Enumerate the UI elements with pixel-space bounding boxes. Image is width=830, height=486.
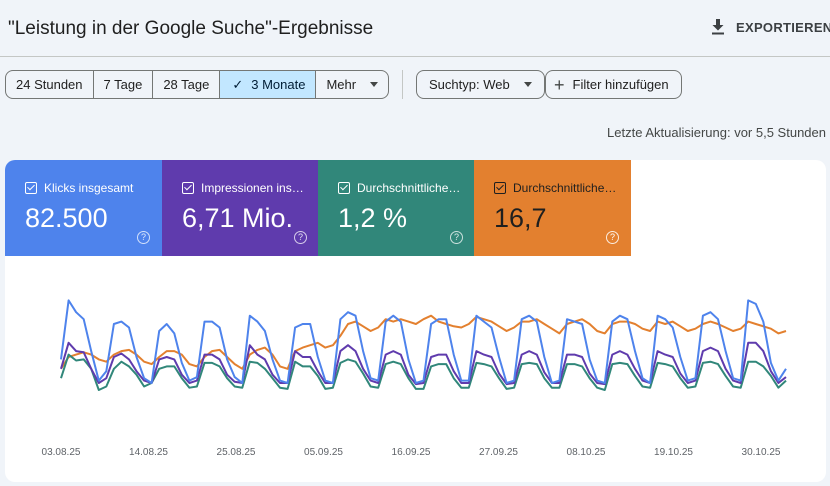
x-axis-tick-label: 27.09.25 bbox=[479, 447, 518, 458]
range-label: 28 Tage bbox=[163, 77, 210, 92]
add-filter-label: Filter hinzufügen bbox=[572, 77, 669, 92]
page-title: "Leistung in der Google Suche"-Ergebniss… bbox=[8, 18, 374, 39]
dropdown-arrow-icon bbox=[523, 82, 532, 87]
series-line-3 bbox=[60, 353, 787, 391]
help-icon[interactable]: ? bbox=[137, 231, 150, 244]
range-label: 3 Monate bbox=[251, 77, 306, 92]
metric-value: 16,7 bbox=[494, 203, 547, 233]
checkbox-icon[interactable] bbox=[494, 182, 506, 194]
date-range-selector: 24 Stunden 7 Tage 28 Tage ✓ 3 Monate Mehr bbox=[5, 70, 390, 99]
page-header: "Leistung in der Google Suche"-Ergebniss… bbox=[0, 0, 830, 57]
plus-icon: + bbox=[554, 74, 565, 95]
range-option-28d[interactable]: 28 Tage bbox=[153, 71, 221, 98]
range-option-more[interactable]: Mehr bbox=[316, 71, 388, 98]
x-axis-tick-label: 08.10.25 bbox=[567, 447, 606, 458]
series-line-1 bbox=[60, 299, 787, 384]
export-label: EXPORTIEREN bbox=[736, 19, 830, 35]
range-option-24h[interactable]: 24 Stunden bbox=[6, 71, 94, 98]
last-update-text: Letzte Aktualisierung: vor 5,5 Stunden bbox=[607, 125, 826, 140]
x-axis-tick-label: 16.09.25 bbox=[392, 447, 431, 458]
series-line-2 bbox=[60, 341, 787, 386]
metric-tile-impressions[interactable]: Impressionen ins… 6,71 Mio. ? bbox=[162, 160, 319, 256]
metric-label: Durchschnittliche… bbox=[357, 181, 461, 195]
help-icon[interactable]: ? bbox=[450, 231, 463, 244]
metric-value: 82.500 bbox=[25, 203, 108, 233]
metric-tile-position[interactable]: Durchschnittliche… 16,7 ? bbox=[474, 160, 631, 256]
metric-label: Impressionen ins… bbox=[201, 181, 304, 195]
range-option-7d[interactable]: 7 Tage bbox=[94, 71, 154, 98]
range-label: Mehr bbox=[326, 77, 357, 92]
help-icon[interactable]: ? bbox=[606, 231, 619, 244]
x-axis-tick-label: 03.08.25 bbox=[42, 447, 81, 458]
checkmark-icon: ✓ bbox=[232, 76, 244, 92]
performance-line-chart: 03.08.25 14.08.25 25.08.25 05.09.25 16.09.25… bbox=[42, 299, 787, 458]
checkbox-icon[interactable] bbox=[338, 182, 350, 194]
x-axis-tick-label: 14.08.25 bbox=[129, 447, 168, 458]
dropdown-arrow-icon bbox=[370, 82, 379, 87]
add-filter-button[interactable]: + Filter hinzufügen bbox=[545, 70, 682, 99]
export-button[interactable]: EXPORTIEREN bbox=[710, 18, 830, 36]
metric-value: 6,71 Mio. bbox=[182, 203, 294, 233]
x-axis-tick-label: 19.10.25 bbox=[654, 447, 693, 458]
metric-label: Klicks insgesamt bbox=[44, 181, 134, 195]
search-type-dropdown[interactable]: Suchtyp: Web bbox=[416, 70, 545, 99]
metric-value: 1,2 % bbox=[338, 203, 408, 233]
performance-card: Klicks insgesamt 82.500 ? Impressionen i… bbox=[5, 160, 826, 482]
download-icon bbox=[712, 19, 724, 35]
x-axis-tick-label: 25.08.25 bbox=[217, 447, 256, 458]
metric-tile-clicks[interactable]: Klicks insgesamt 82.500 ? bbox=[5, 160, 162, 256]
metric-tile-ctr[interactable]: Durchschnittliche… 1,2 % ? bbox=[318, 160, 475, 256]
range-option-3m[interactable]: ✓ 3 Monate bbox=[220, 71, 317, 98]
x-axis-tick-label: 30.10.25 bbox=[742, 447, 781, 458]
range-label: 7 Tage bbox=[103, 77, 143, 92]
help-icon[interactable]: ? bbox=[294, 231, 307, 244]
range-label: 24 Stunden bbox=[16, 77, 83, 92]
checkbox-icon[interactable] bbox=[182, 182, 194, 194]
search-type-label: Suchtyp: Web bbox=[429, 77, 510, 92]
checkbox-icon[interactable] bbox=[25, 182, 37, 194]
toolbar-divider bbox=[402, 70, 403, 99]
series-line-4 bbox=[60, 314, 787, 370]
metric-label: Durchschnittliche… bbox=[513, 181, 617, 195]
x-axis-tick-label: 05.09.25 bbox=[304, 447, 343, 458]
